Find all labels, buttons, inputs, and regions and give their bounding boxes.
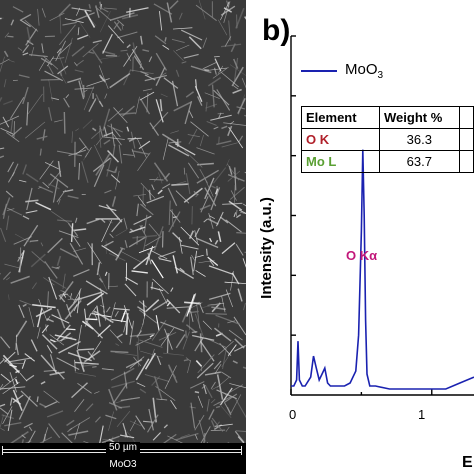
y-axis-label: Intensity (a.u.) xyxy=(258,197,275,299)
x-axis-label: E xyxy=(462,454,473,471)
eds-composition-table: Element Weight % O K 36.3 Mo L 63.7 xyxy=(300,106,474,173)
table-cell-weight: 63.7 xyxy=(379,150,460,173)
table-cell-element: O K xyxy=(300,128,381,151)
peak-annotation-o-ka: O Kα xyxy=(346,248,378,263)
table-header-clipped xyxy=(458,106,474,129)
legend-line-moo3 xyxy=(301,70,337,72)
table-header-row: Element Weight % xyxy=(300,106,474,129)
table-header-element: Element xyxy=(300,106,381,129)
sem-texture-image xyxy=(0,0,246,443)
table-cell-clipped xyxy=(458,150,474,173)
sample-label: MoO3 xyxy=(109,459,137,470)
x-tick-label: 1 xyxy=(418,407,426,422)
legend: MoO3 xyxy=(301,61,384,81)
plot-axes xyxy=(290,35,474,396)
panel-b-label: b) xyxy=(262,14,291,47)
table-row: Mo L 63.7 xyxy=(300,150,474,173)
table-header-weight: Weight % xyxy=(379,106,460,129)
table-row: O K 36.3 xyxy=(300,128,474,151)
scale-bar-label: 50 µm xyxy=(106,442,140,453)
legend-label-moo3: MoO3 xyxy=(345,61,384,81)
scale-bar-tick-right xyxy=(241,446,242,455)
scale-bar-tick-left xyxy=(2,446,3,455)
table-cell-clipped xyxy=(458,128,474,151)
table-cell-weight: 36.3 xyxy=(379,128,460,151)
sem-micrograph: 50 µm MoO3 xyxy=(0,0,246,474)
x-tick-label: 0 xyxy=(289,407,297,422)
sem-info-bar: 50 µm MoO3 xyxy=(0,442,246,474)
table-cell-element: Mo L xyxy=(300,150,381,173)
series-line-moo3 xyxy=(291,149,474,390)
